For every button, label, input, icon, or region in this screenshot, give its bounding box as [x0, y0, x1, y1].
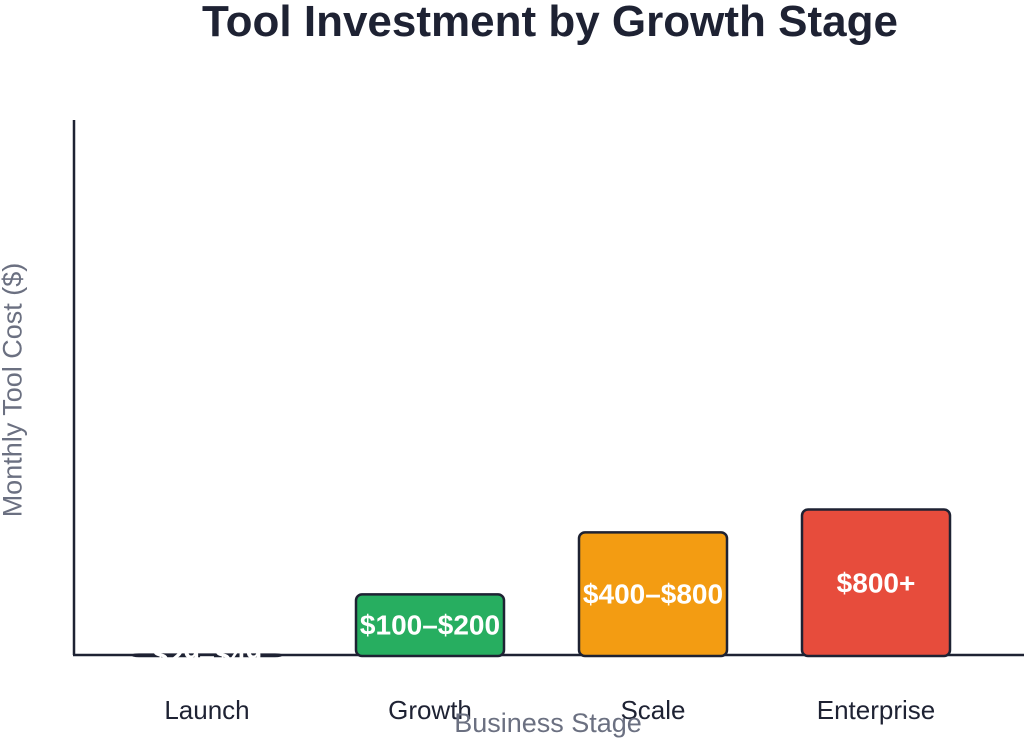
- x-tick-label: Enterprise: [817, 695, 936, 725]
- bar-launch: [131, 653, 283, 658]
- bar-scale: [577, 531, 729, 658]
- x-tick-label: Scale: [620, 695, 685, 725]
- bar-value-label: $100–$200: [360, 610, 500, 641]
- bar-enterprise: [800, 508, 952, 658]
- bar-growth: [354, 593, 506, 658]
- bar-value-label: $29–$49: [152, 640, 261, 671]
- bar-value-label: $400–$800: [583, 579, 723, 610]
- bar-value-label: $800+: [837, 567, 916, 598]
- x-axis-label: Business Stage: [454, 708, 642, 738]
- x-tick-label: Growth: [388, 695, 472, 725]
- x-tick-label: Launch: [164, 695, 249, 725]
- chart-title: Tool Investment by Growth Stage: [202, 0, 898, 46]
